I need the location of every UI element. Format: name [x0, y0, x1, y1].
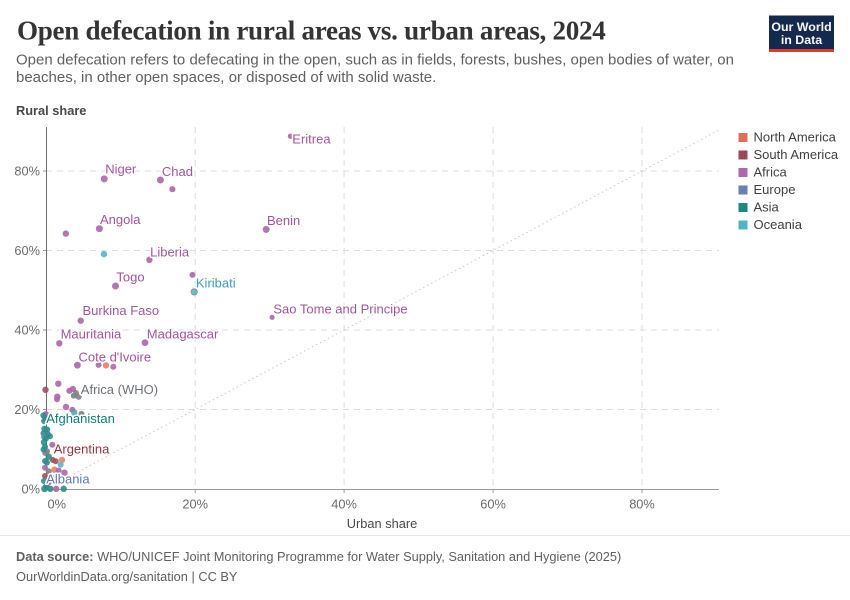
svg-text:Open defecation in rural areas: Open defecation in rural areas vs. urban…: [17, 16, 606, 46]
svg-text:beaches, in other open spaces,: beaches, in other open spaces, or dispos…: [16, 69, 436, 86]
svg-text:Africa (WHO): Africa (WHO): [81, 382, 158, 397]
svg-text:Afghanistan: Afghanistan: [46, 411, 115, 426]
svg-text:Chad: Chad: [162, 164, 193, 179]
svg-text:Burkina Faso: Burkina Faso: [83, 303, 160, 318]
svg-text:0%: 0%: [22, 482, 41, 497]
svg-text:20%: 20%: [14, 402, 40, 417]
svg-text:Albania: Albania: [46, 472, 90, 487]
svg-text:in Data: in Data: [781, 33, 822, 47]
svg-text:Our World: Our World: [771, 20, 831, 34]
svg-text:Urban share: Urban share: [347, 516, 417, 531]
svg-text:Liberia: Liberia: [150, 245, 190, 260]
svg-text:Cote d'Ivoire: Cote d'Ivoire: [79, 350, 152, 365]
svg-text:Africa: Africa: [754, 165, 788, 180]
svg-text:OurWorldinData.org/sanitation: OurWorldinData.org/sanitation | CC BY: [16, 569, 238, 584]
svg-text:Data source: WHO/UNICEF Joint: Data source: WHO/UNICEF Joint Monitoring…: [16, 549, 621, 564]
svg-text:Asia: Asia: [754, 200, 780, 215]
svg-text:Kiribati: Kiribati: [196, 276, 236, 291]
svg-text:North America: North America: [754, 130, 837, 145]
svg-text:20%: 20%: [182, 497, 208, 512]
svg-text:Angola: Angola: [100, 212, 141, 227]
svg-text:Niger: Niger: [105, 162, 137, 177]
svg-text:Argentina: Argentina: [54, 442, 110, 457]
svg-text:Oceania: Oceania: [754, 217, 803, 232]
svg-text:80%: 80%: [14, 164, 40, 179]
svg-text:60%: 60%: [480, 497, 506, 512]
svg-text:40%: 40%: [14, 323, 40, 338]
svg-text:Madagascar: Madagascar: [147, 326, 219, 341]
svg-text:Mauritania: Mauritania: [61, 326, 122, 341]
svg-text:80%: 80%: [629, 497, 655, 512]
svg-text:Sao Tome and Principe: Sao Tome and Principe: [273, 301, 407, 316]
svg-text:South America: South America: [754, 147, 839, 162]
svg-text:Eritrea: Eritrea: [292, 132, 331, 147]
svg-text:Open defecation refers to defe: Open defecation refers to defecating in …: [16, 52, 734, 69]
svg-text:60%: 60%: [14, 243, 40, 258]
svg-text:0%: 0%: [48, 497, 67, 512]
svg-text:Benin: Benin: [267, 213, 300, 228]
svg-text:Europe: Europe: [754, 182, 796, 197]
svg-text:Rural share: Rural share: [16, 103, 86, 118]
svg-text:Togo: Togo: [116, 270, 144, 285]
svg-text:40%: 40%: [331, 497, 357, 512]
